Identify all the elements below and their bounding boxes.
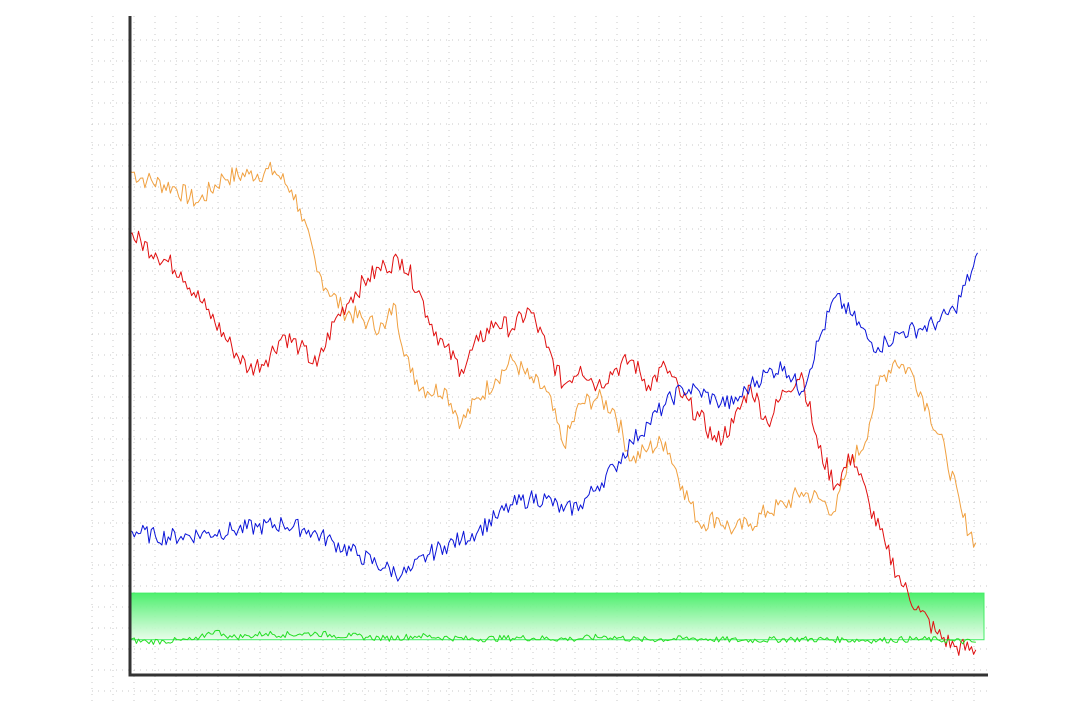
series-line-4: [129, 629, 976, 645]
series-line-2: [129, 230, 977, 656]
series-line-1: [129, 161, 977, 548]
series-layer: [129, 161, 978, 656]
axes: [128, 16, 988, 677]
series-line-3: [129, 252, 978, 582]
grid: [91, 16, 990, 705]
